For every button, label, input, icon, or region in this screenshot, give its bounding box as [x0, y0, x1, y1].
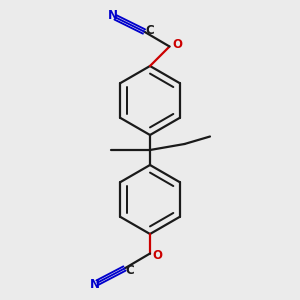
Text: O: O [152, 249, 163, 262]
Text: O: O [172, 38, 182, 52]
Text: C: C [145, 23, 154, 37]
Text: N: N [108, 9, 118, 22]
Text: C: C [125, 264, 134, 278]
Text: N: N [90, 278, 100, 292]
